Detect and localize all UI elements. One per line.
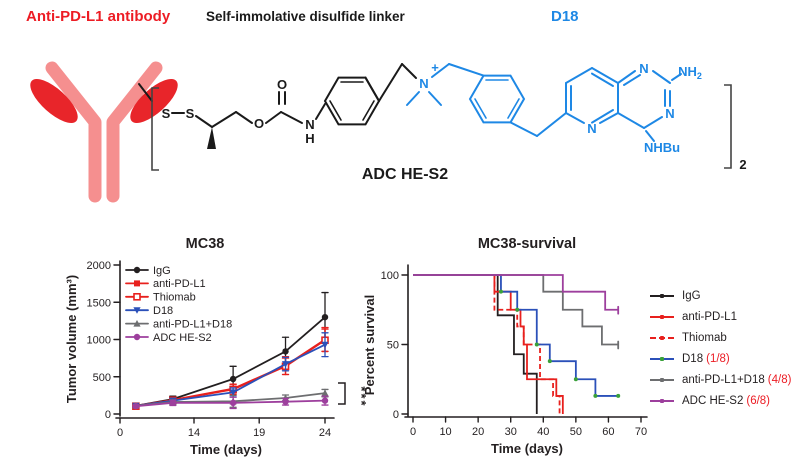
svg-text:O: O [277, 77, 287, 92]
tumor-series-ADC HE-S2 [132, 395, 329, 410]
svg-text:Time (days): Time (days) [491, 441, 563, 456]
svg-text:anti-PD-L1: anti-PD-L1 [153, 278, 206, 290]
svg-text:1000: 1000 [87, 335, 111, 347]
legend-line-sample [650, 398, 674, 403]
svg-text:20: 20 [472, 426, 484, 438]
payload-label: D18 [551, 8, 579, 25]
antibody-label: Anti-PD-L1 antibody [26, 8, 171, 25]
survival-legend-item: D18 (1/8) [650, 348, 790, 369]
svg-text:N: N [587, 121, 596, 136]
survival-legend-item: anti-PD-L1+D18 (4/8) [650, 369, 791, 390]
svg-text:19: 19 [253, 427, 265, 439]
legend-label: Thiomab [682, 331, 727, 344]
survival-legend: IgG anti-PD-L1 Thiomab D18 (1/8) anti-PD-L1+D… [650, 285, 791, 411]
svg-text:N: N [305, 117, 314, 132]
svg-text:10: 10 [439, 426, 451, 438]
tumor-axes: 0 500 1000 1500 2000 0 14 19 24 Time (days) Tumor … [64, 236, 335, 457]
compound-name-label: ADC HE-S2 [361, 166, 449, 183]
legend-line-sample [650, 314, 674, 319]
svg-text:0: 0 [117, 427, 123, 439]
svg-text:0: 0 [410, 426, 416, 438]
svg-text:NHBu: NHBu [644, 140, 680, 155]
svg-text:+: + [431, 60, 439, 75]
legend-marker [660, 398, 664, 403]
svg-text:50: 50 [570, 426, 582, 438]
significance-annotation: *** [338, 382, 369, 408]
svg-text:N: N [419, 76, 428, 91]
svg-text:O: O [254, 116, 264, 131]
svg-text:anti-PD-L1+D18: anti-PD-L1+D18 [153, 318, 232, 330]
survival-legend-item: anti-PD-L1 [650, 306, 790, 327]
svg-text:S: S [186, 106, 195, 121]
svg-text:ADC HE-S2: ADC HE-S2 [153, 332, 212, 344]
legend-survivor-fraction: (6/8) [746, 394, 771, 407]
legend-label: ADC HE-S2 [682, 394, 744, 407]
svg-text:***: *** [354, 386, 369, 407]
legend-marker [660, 314, 664, 319]
svg-text:60: 60 [602, 426, 614, 438]
survival-series-ADC HE-S2 [413, 274, 620, 315]
antibody-icon [30, 61, 178, 203]
svg-text:0: 0 [393, 409, 399, 421]
svg-text:N: N [665, 106, 674, 121]
legend-marker [660, 293, 664, 298]
legend-marker [660, 356, 664, 361]
svg-text:50: 50 [387, 340, 399, 352]
svg-text:D18: D18 [153, 305, 173, 317]
linker-skeleton [138, 63, 732, 171]
legend-label: anti-PD-L1 [682, 310, 737, 323]
svg-text:MC38-survival: MC38-survival [478, 236, 576, 252]
svg-text:100: 100 [381, 270, 399, 282]
survival-series-Thiomab [413, 274, 561, 414]
survival-axes: 0 50 100 0 10 20 30 40 50 60 70 Time (days) Percent … [362, 236, 648, 456]
svg-text:S: S [162, 106, 171, 121]
svg-text:0: 0 [105, 409, 111, 421]
svg-text:MC38: MC38 [186, 236, 225, 252]
svg-text:500: 500 [93, 372, 111, 384]
svg-text:Thiomab: Thiomab [153, 292, 196, 304]
svg-text:NH2: NH2 [678, 64, 702, 81]
legend-survivor-fraction: (1/8) [706, 352, 730, 365]
legend-survivor-fraction: (4/8) [767, 373, 791, 386]
survival-legend-item: ADC HE-S2 (6/8) [650, 390, 790, 411]
svg-text:24: 24 [319, 427, 331, 439]
legend-marker [660, 377, 664, 382]
survival-legend-item: IgG [650, 285, 790, 306]
legend-label: anti-PD-L1+D18 [682, 373, 765, 386]
legend-line-sample [650, 377, 674, 382]
svg-text:H: H [305, 131, 314, 146]
svg-text:Tumor volume (mm³): Tumor volume (mm³) [64, 275, 79, 403]
survival-chart: 0 50 100 0 10 20 30 40 50 60 70 Time (days) Percent … [362, 236, 648, 456]
survival-series-D18 [413, 274, 621, 398]
svg-text:Time (days): Time (days) [190, 442, 262, 457]
legend-marker [660, 335, 664, 340]
tumor-volume-chart: 0 500 1000 1500 2000 0 14 19 24 Time (days) Tumor … [64, 236, 369, 457]
legend-line-sample [650, 335, 674, 340]
payload-skeleton [406, 63, 682, 142]
legend-label: IgG [682, 289, 701, 302]
svg-text:70: 70 [635, 426, 647, 438]
svg-text:1500: 1500 [87, 297, 111, 309]
svg-text:30: 30 [505, 426, 517, 438]
linker-label: Self-immolative disulfide linker [206, 9, 405, 24]
survival-legend-item: Thiomab [650, 327, 790, 348]
svg-text:N: N [639, 61, 648, 76]
survival-series-IgG [413, 274, 538, 414]
svg-text:2: 2 [739, 157, 746, 172]
svg-text:40: 40 [537, 426, 549, 438]
svg-text:14: 14 [188, 427, 200, 439]
survival-series-anti-PD-L1+D18 [413, 274, 620, 350]
svg-text:2000: 2000 [87, 260, 111, 272]
svg-text:Percent survival: Percent survival [362, 295, 377, 395]
legend-label: D18 [682, 352, 704, 365]
legend-line-sample [650, 356, 674, 361]
legend-line-sample [650, 293, 674, 298]
svg-text:IgG: IgG [153, 265, 171, 277]
tumor-series-D18 [132, 332, 329, 410]
